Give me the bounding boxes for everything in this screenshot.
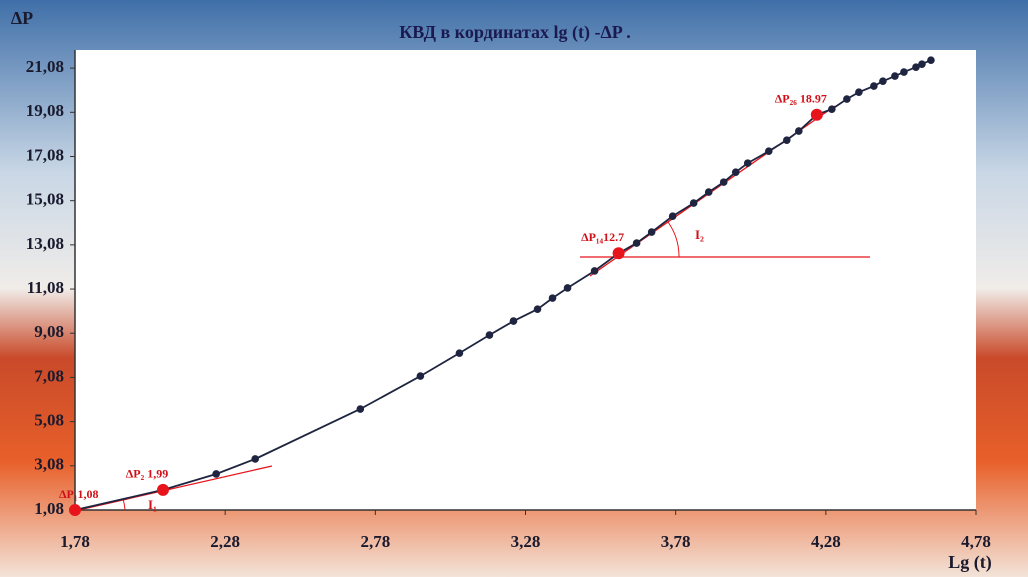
data-point xyxy=(927,56,935,64)
angle-label: I₂ xyxy=(695,227,704,242)
x-tick-label: 2,78 xyxy=(360,532,390,551)
y-tick-label: 13,08 xyxy=(26,234,64,253)
data-point xyxy=(548,294,557,302)
data-point xyxy=(810,108,823,121)
data-point xyxy=(590,267,599,275)
data-point xyxy=(891,72,899,80)
data-point xyxy=(912,63,920,72)
data-point xyxy=(795,127,803,135)
y-tick-label: 15,08 xyxy=(26,190,64,209)
data-point xyxy=(689,199,698,207)
data-point xyxy=(356,405,365,413)
data-point xyxy=(782,136,791,144)
data-label: ΔP₂₆ 18.97 xyxy=(775,91,827,105)
data-point xyxy=(455,349,464,357)
y-tick-label: 17,08 xyxy=(26,145,64,164)
data-label: ΔP₁1,08 xyxy=(59,487,98,501)
data-point xyxy=(843,95,851,103)
data-point xyxy=(156,483,169,496)
data-point xyxy=(764,147,773,155)
y-tick-label: 11,08 xyxy=(27,278,64,297)
angle-label: I₁ xyxy=(148,497,157,512)
data-point xyxy=(533,305,542,313)
angle-arc xyxy=(667,221,680,258)
data-point xyxy=(509,317,518,325)
data-point xyxy=(731,168,740,176)
data-point xyxy=(69,504,81,516)
data-point xyxy=(828,105,836,114)
y-tick-label: 21,08 xyxy=(26,57,64,76)
data-point xyxy=(416,372,425,380)
data-point xyxy=(900,68,908,76)
plot-area xyxy=(75,50,976,510)
data-point xyxy=(719,178,728,186)
y-tick-label: 5,08 xyxy=(34,411,64,430)
data-point xyxy=(212,470,220,478)
y-tick-label: 7,08 xyxy=(34,366,64,385)
x-tick-label: 3,28 xyxy=(511,532,541,551)
chart-title: КВД в кординатах lg (t) -ΔP . xyxy=(399,22,631,43)
x-tick-label: 3,78 xyxy=(661,532,691,551)
x-tick-label: 4,28 xyxy=(811,532,841,551)
data-point xyxy=(612,247,625,260)
data-point xyxy=(647,228,656,236)
data-point xyxy=(704,188,713,196)
data-point xyxy=(743,159,752,167)
data-label: ΔP₂ 1,99 xyxy=(126,467,168,481)
y-tick-label: 19,08 xyxy=(26,101,64,120)
data-point xyxy=(918,60,926,68)
x-tick-label: 1,78 xyxy=(60,532,90,551)
data-point xyxy=(251,455,259,463)
y-tick-label: 1,08 xyxy=(34,499,64,518)
data-point xyxy=(855,88,863,96)
y-axis-label: ΔP xyxy=(11,8,33,28)
data-point xyxy=(870,82,878,90)
data-point xyxy=(668,212,677,220)
data-point xyxy=(879,77,887,85)
x-axis-label: Lg (t) xyxy=(948,552,992,573)
x-tick-label: 2,28 xyxy=(210,532,240,551)
data-point xyxy=(485,331,494,339)
data-label: ΔP₁₄12.7 xyxy=(581,230,624,244)
x-tick-label: 4,78 xyxy=(961,532,991,551)
y-tick-label: 3,08 xyxy=(34,455,64,474)
data-point xyxy=(563,284,572,292)
data-point xyxy=(632,239,641,247)
y-tick-label: 9,08 xyxy=(34,322,64,341)
